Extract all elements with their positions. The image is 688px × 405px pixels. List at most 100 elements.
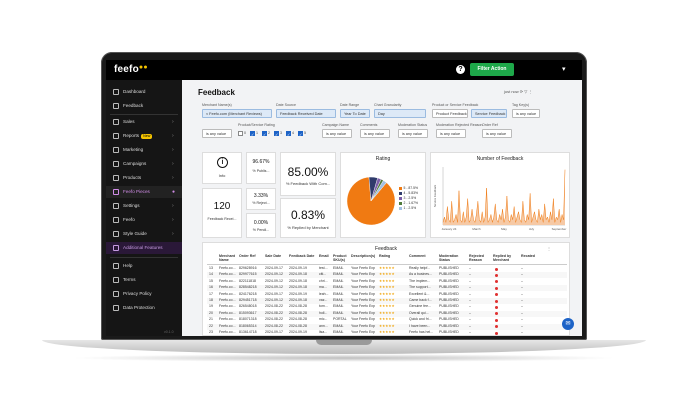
series-line[interactable] [442,169,566,224]
table-cell: tom... [319,304,328,309]
merchant-name-filter[interactable]: ≈ Feefo.com (Merchant Reviews) [202,109,272,118]
sidebar-item-terms[interactable]: Terms [106,274,182,286]
table-cell: Your Feefo Exp [351,310,375,315]
info-card[interactable]: i Info [202,152,242,184]
column-header[interactable]: Comment [409,254,426,258]
rating-checkbox-4[interactable]: ✓ [286,131,291,137]
sidebar-item-settings[interactable]: Settings › [106,200,182,212]
chart-granularity-filter[interactable]: Day [374,109,426,118]
sidebar-item-data-protection[interactable]: Data Protection [106,302,182,314]
column-header[interactable]: Product SKU(s) [333,254,347,263]
sidebar-item-privacy-policy[interactable]: Privacy Policy [106,288,182,300]
product-feedback-toggle[interactable]: Product Feedback [432,109,468,118]
table-cell: Feefo.co... [219,298,236,302]
date-source-filter[interactable]: Feedback Received Date [276,109,336,118]
moderation-status-filter[interactable]: is any value [398,129,428,138]
sidebar-item-feedback[interactable]: Feedback [106,100,182,112]
user-menu-chevron-icon[interactable]: ▾ [562,66,566,73]
service-feedback-toggle[interactable]: Service Feedback [471,109,507,118]
checkbox-label: 2 [268,131,270,135]
sidebar-item-sales[interactable]: Sales › [106,116,182,128]
rating-stars: ★★★★★ [379,266,395,270]
column-header[interactable]: Sale Date [265,254,282,258]
column-header[interactable]: Email [319,254,329,258]
chat-icon[interactable]: ✉ [562,318,574,330]
column-header[interactable]: Rating [379,254,391,258]
first-filter[interactable]: is any value [202,129,232,138]
sidebar-item-products[interactable]: Products › [106,172,182,184]
pie-slice-4[interactable] [370,180,387,202]
rejected-card[interactable]: 3.33% % Reject... [246,188,276,210]
sidebar-item-help[interactable]: Help [106,260,182,272]
sidebar-item-campaigns[interactable]: Campaigns › [106,158,182,170]
sidebar-item-marketing[interactable]: Marketing › [106,144,182,156]
table-row[interactable] [207,272,567,279]
table-row[interactable] [207,298,567,304]
version-label: v0.1.0 [164,330,174,334]
rating-checkbox-0[interactable] [238,131,243,136]
filter-action-label: Filter Action [477,66,507,72]
number-of-feedback-card[interactable]: Number of Feedback Service Feedback Janua… [430,152,570,238]
moderation-rejected-reason-filter[interactable]: is any value [436,129,466,138]
feefo-logo[interactable]: feefo●● [114,64,148,75]
table-cell: 17 [209,291,213,296]
table-cell: – [521,285,523,290]
filter-label: Chart Granularity [374,103,402,107]
column-header[interactable]: Recated [521,254,535,258]
table-row[interactable] [207,285,567,292]
rating-chart-card[interactable]: Rating 5 - 87.5% 4 - 5.83% 3 - 2.5% 2 - … [340,152,426,238]
sidebar-item-reports[interactable]: Reports New › [106,130,182,142]
reports-icon [113,133,119,139]
column-header[interactable]: Moderation Status [439,254,459,263]
filter-label: Product or Service Feedback [432,103,479,107]
feedback-received-card[interactable]: 120 Feedback Recei... [202,188,242,238]
table-cell: Your Feefo Exp [351,272,375,277]
column-header[interactable]: Order Ref [239,254,256,258]
replied-by-merchant-card[interactable]: 0.83% % Replied by Merchant [280,198,336,238]
table-cell: 2024-09-17 [265,330,283,334]
sales-icon [113,119,119,125]
feedback-with-comment-card[interactable]: 85.00% % Feedback With Com... [280,152,336,196]
pending-card[interactable]: 0.00% % Pendi... [246,213,276,238]
table-cell: – [469,291,471,296]
table-row[interactable] [207,323,567,330]
table-cell: 2024-09-19 [289,291,307,296]
date-range-filter[interactable]: Year To Date [340,109,370,118]
column-header[interactable]: Merchant Name [219,254,235,263]
sidebar-item-feefo-pieces[interactable]: Feefo Pieces ● [106,186,182,198]
comments-filter[interactable]: is any value [360,129,390,138]
table-cell: EMAIL [333,278,344,283]
filter-action-button[interactable]: Filter Action [470,63,514,76]
table-cell: PUBLISHED [439,298,459,302]
rating-checkbox-5[interactable]: ✓ [298,131,303,137]
table-row[interactable] [207,310,567,317]
sidebar-item-style-guide[interactable]: Style Guide › [106,228,182,240]
column-header[interactable]: Replied by Merchant [493,254,512,263]
rating-checkbox-3[interactable]: ✓ [274,131,279,137]
table-cell: vaz... [319,298,328,302]
column-header[interactable]: Description(s) [351,254,376,258]
table-cell: Feefo.co... [219,304,236,309]
published-card[interactable]: 96.67% % Publis... [246,152,276,184]
order-ref-filter[interactable]: is any value [482,129,512,138]
replied-status-dot [495,305,498,309]
table-menu-icon[interactable]: ⋮ [547,246,551,251]
sidebar-item-additional-features[interactable]: Additional Features [106,242,182,254]
replied-status-dot [495,267,498,271]
tag-key-filter[interactable]: is any value [512,109,540,118]
dashboard-toolbar[interactable]: just now ⟳ ▽ ⋮ [504,89,533,94]
replied-value: 0.83% [290,208,326,222]
terms-icon [113,277,119,283]
sidebar-item-dashboard[interactable]: Dashboard [106,86,182,98]
chevron-right-icon: › [172,217,174,223]
campaign-name-filter[interactable]: is any value [322,129,352,138]
column-header[interactable]: Rejected Reason [469,254,484,263]
table-cell: PUBLISHED [439,266,459,270]
help-icon[interactable]: ? [456,65,465,74]
rating-checkbox-2[interactable]: ✓ [262,131,267,137]
rating-checkbox-1[interactable]: ✓ [250,131,255,137]
column-header[interactable]: Feedback Date [289,254,315,258]
sidebar-item-feefo[interactable]: Feefo › [106,214,182,226]
sidebar-item-label: Additional Features [123,245,163,250]
table-cell: – [469,278,471,283]
